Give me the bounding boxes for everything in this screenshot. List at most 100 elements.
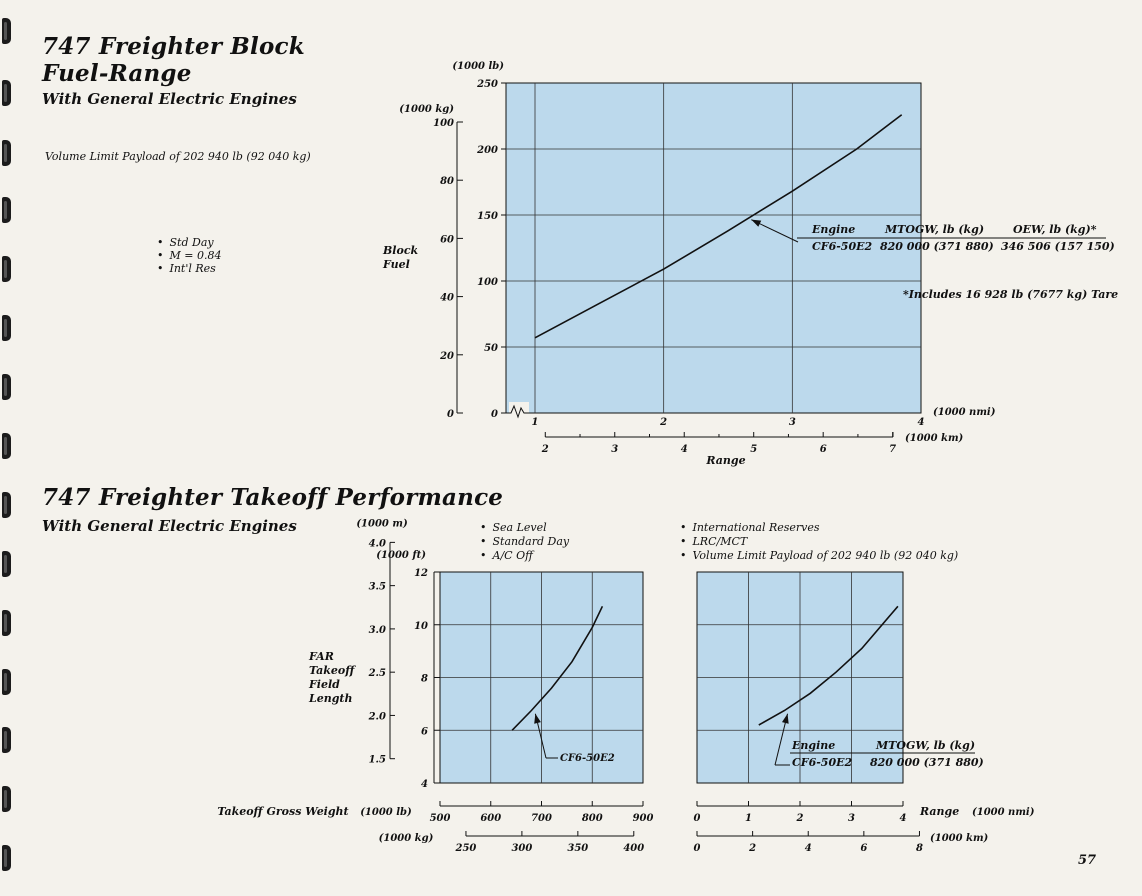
block-fuel-label-line1: Block [383,244,419,257]
fuel-range-kg-tick-label: 20 [439,351,454,362]
fuel-range-xtick-label: 2 [659,417,667,428]
fuel-range-ytick-label: 250 [476,79,498,90]
takeoff-range-km-tick-label: 0 [694,843,701,854]
takeoff-range-xtick-label: 1 [745,813,752,824]
block-fuel-label-line2: Fuel [383,258,410,271]
takeoff-range-series-line [758,605,899,726]
takeoff-range-km-unit: (1000 km) [930,833,989,844]
payload-note: Volume Limit Payload of 202 940 lb (92 0… [45,150,311,163]
fuel-range-kg-tick-label: 100 [433,118,454,129]
fuel-range-y-unit: (1000 lb) [452,61,504,72]
condition-intl-res: Int'l Res [157,262,216,275]
fuel-range-table-header-engine: Engine [811,223,855,236]
fuel-range-km-unit: (1000 km) [905,433,964,444]
fuel-range-subtitle: With General Electric Engines [42,90,297,108]
fuel-range-xtick-label: 1 [532,417,539,428]
fuel-range-axis-break [507,404,530,419]
takeoff-weight-kg-unit: (1000 kg) [379,833,434,844]
takeoff-range-callout-arrow-head [781,713,789,724]
takeoff-subtitle: With General Electric Engines [42,517,297,535]
fuel-range-ytick-label: 0 [491,409,498,420]
takeoff-table-engine: CF6-50E2 [792,756,852,769]
takeoff-range-nmi-unit: (1000 nmi) [972,807,1035,818]
fuel-range-kg-tick-label: 40 [440,293,454,304]
binder-ring [2,551,11,577]
binder-ring [2,786,11,812]
takeoff-weight-callout-arrow-head [534,713,541,724]
fuel-range-ytick-label: 50 [484,343,498,354]
takeoff-range-xtick-label: 3 [848,813,855,824]
takeoff-table-header-engine: Engine [791,739,835,752]
field-length-label-line4: Length [309,692,353,705]
takeoff-weight-lb-unit: (1000 lb) [360,807,412,818]
takeoff-range-xtick-label: 4 [900,813,907,824]
fuel-range-kg-tick-label: 60 [440,234,454,245]
fuel-range-ytick-label: 100 [477,277,498,288]
condition-intl-reserves: International Reserves [680,521,820,534]
fuel-range-xlabel: Range [705,454,745,467]
binder-ring [2,610,11,636]
takeoff-weight-xtick-label: 600 [480,813,501,824]
condition-standard-day: Standard Day [480,535,570,548]
fuel-range-kg-tick-label: 0 [447,409,454,420]
fuel-range-series-line [534,114,903,339]
takeoff-weight-m-tick-label: 3.0 [369,625,386,636]
field-length-label-line2: Takeoff [309,664,355,677]
takeoff-weight-xtick-label: 800 [582,813,603,824]
fuel-range-xtick-label: 4 [918,417,925,428]
takeoff-weight-m-tick-label: 2.0 [368,711,386,722]
page-number: 57 [1078,853,1097,868]
takeoff-range-km-tick-label: 4 [805,843,812,854]
binder-ring [2,256,11,282]
condition-std-day: Std Day [157,236,214,249]
binder-ring [2,492,11,518]
binder-ring [2,315,11,341]
fuel-range-table-header-oew: OEW, lb (kg)* [1013,223,1097,236]
takeoff-weight-ytick-label: 8 [421,674,428,685]
takeoff-weight-xtick-label: 700 [531,813,552,824]
fuel-range-table-mtogw: 820 000 (371 880) [880,240,994,253]
field-length-label: FAR Takeoff Field Length [309,650,354,706]
takeoff-table-header-mtogw: MTOGW, lb (kg) [875,739,975,752]
fuel-range-title-line1: 747 Freighter Block [42,33,305,60]
condition-ac-off: A/C Off [480,549,533,562]
takeoff-weight-m-tick-label: 2.5 [368,668,386,679]
fuel-range-kg-unit: (1000 kg) [399,104,454,115]
fuel-range-callout-arrow-head [751,219,762,227]
takeoff-range-km-tick-label: 6 [860,843,867,854]
binder-ring [2,845,11,871]
takeoff-weight-kg-tick-label: 300 [511,843,532,854]
fuel-range-km-tick-label: 5 [750,444,757,455]
binder-ring [2,433,11,459]
takeoff-weight-ytick-label: 10 [414,621,428,632]
fuel-range-title-line2: Fuel-Range [42,60,192,87]
takeoff-weight-ytick-label: 4 [421,779,428,790]
binder-ring [2,80,11,106]
takeoff-weight-series-line [511,605,604,731]
takeoff-weight-kg-tick-label: 400 [623,843,644,854]
block-fuel-label: Block Fuel [383,244,418,272]
takeoff-weight-kg-tick-label: 350 [567,843,588,854]
condition-volume-payload: Volume Limit Payload of 202 940 lb (92 0… [680,549,959,562]
fuel-range-x-unit: (1000 nmi) [933,407,996,418]
fuel-range-km-tick-label: 6 [820,444,827,455]
fuel-range-km-tick-label: 4 [681,444,688,455]
fuel-range-km-tick-label: 7 [889,444,896,455]
takeoff-weight-ytick-label: 12 [414,568,428,579]
fuel-range-table-oew: 346 506 (157 150) [1001,240,1115,253]
condition-sea-level: Sea Level [480,521,547,534]
takeoff-table-mtogw: 820 000 (371 880) [870,756,984,769]
condition-mach: M = 0.84 [157,249,222,262]
fuel-range-kg-tick-label: 80 [440,176,454,187]
fuel-range-footnote: *Includes 16 928 lb (7677 kg) Tare [903,288,1118,301]
takeoff-weight-xtick-label: 900 [633,813,654,824]
takeoff-weight-xtick-label: 500 [430,813,451,824]
takeoff-weight-m-tick-label: 4.0 [369,538,386,549]
condition-lrc-mct: LRC/MCT [680,535,748,548]
fuel-range-plot-area [505,82,922,414]
binder-ring [2,18,11,44]
takeoff-range-km-tick-label: 2 [748,843,756,854]
takeoff-range-xtick-label: 2 [796,813,804,824]
fuel-range-ytick-label: 200 [476,145,498,156]
